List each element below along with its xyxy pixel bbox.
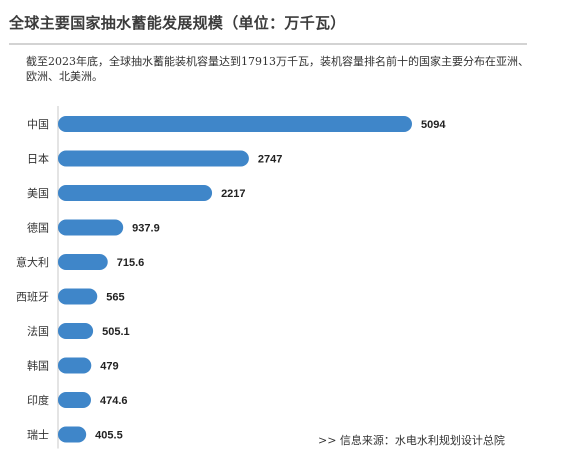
source-note: >> 信息来源：水电水利规划设计总院 (318, 434, 505, 447)
value-label: 5094 (421, 119, 446, 131)
bar-7 (58, 323, 94, 339)
bar-10 (58, 426, 87, 443)
bar-8 (58, 357, 92, 374)
chart-description: 截至2023年底，全球抽水蓄能装机容量达到17913万千瓦，装机容量排名前十的国… (26, 55, 529, 83)
page-title: 全球主要国家抽水蓄能发展规模（单位：万千瓦） (9, 14, 346, 32)
value-label: 715.6 (117, 257, 145, 269)
value-label: 479 (100, 361, 118, 373)
bar-9 (58, 392, 91, 408)
category-label: 美国 (27, 187, 49, 200)
category-label: 德国 (27, 221, 49, 235)
value-label: 937.9 (132, 223, 160, 235)
category-label: 中国 (27, 118, 49, 131)
category-label: 韩国 (27, 359, 49, 373)
category-label: 瑞士 (27, 428, 49, 442)
value-label: 505.1 (102, 326, 130, 338)
category-label: 法国 (27, 324, 49, 338)
value-label: 405.5 (95, 430, 123, 442)
value-label: 474.6 (100, 395, 128, 407)
bar-4 (58, 219, 124, 236)
category-label: 意大利 (16, 255, 49, 269)
bar-5 (58, 254, 108, 270)
value-label: 2747 (258, 154, 282, 166)
value-label: 565 (106, 292, 124, 304)
bar-3 (58, 185, 213, 201)
category-label: 印度 (27, 393, 49, 407)
bar-1 (58, 116, 412, 132)
bar-6 (58, 288, 98, 305)
value-label: 2217 (221, 188, 245, 200)
title-divider (9, 43, 527, 45)
category-label: 西班牙 (16, 291, 49, 304)
category-label: 日本 (27, 152, 49, 166)
bar-2 (58, 150, 249, 167)
